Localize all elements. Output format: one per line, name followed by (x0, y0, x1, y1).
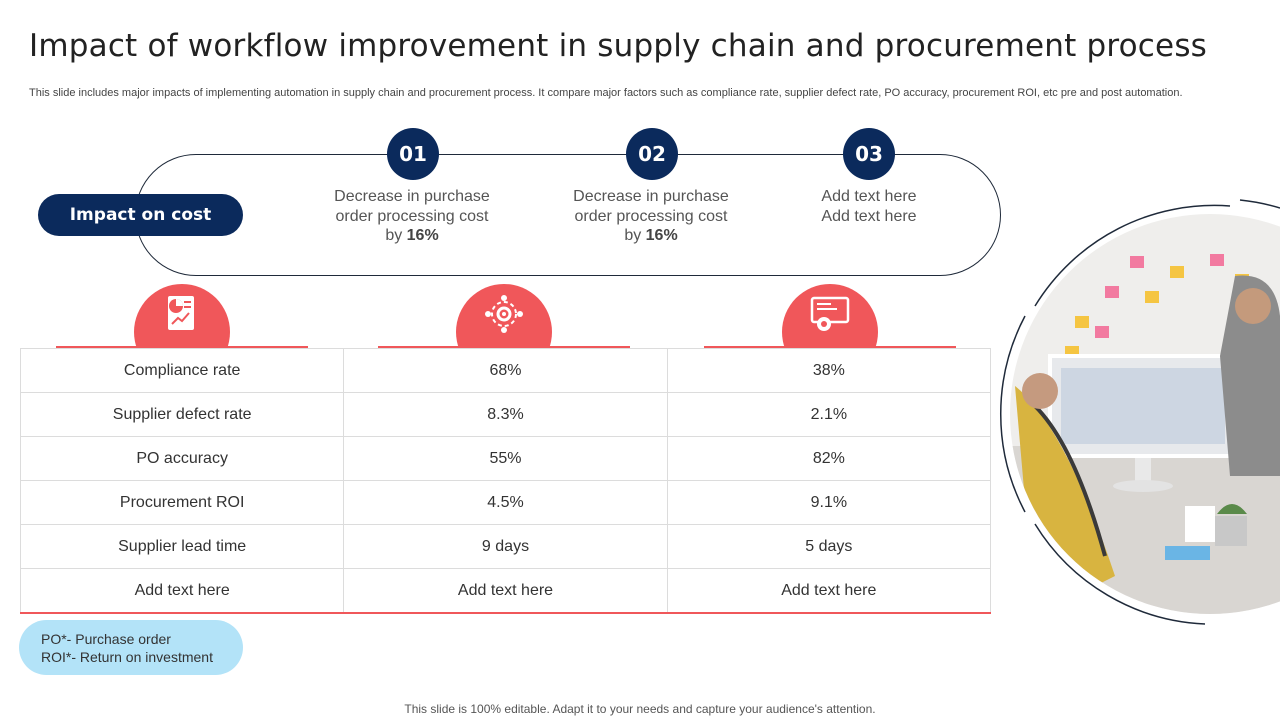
table-row: Add text here Add text here Add text here (19, 568, 992, 614)
metric-label-cell: Procurement ROI (19, 480, 345, 525)
metric-value-cell: 9.1% (666, 480, 992, 525)
step-02-prefix: by (624, 227, 646, 244)
table-row: Procurement ROI 4.5% 9.1% (19, 480, 992, 525)
gear-network-icon (456, 284, 552, 348)
step-01-text: Decrease in purchase order processing co… (317, 187, 507, 246)
column-2-accent (378, 346, 630, 349)
table-row: Supplier defect rate 8.3% 2.1% (19, 392, 992, 437)
metric-value-cell: Add text here (343, 568, 668, 614)
column-1-accent (56, 346, 308, 349)
step-01-prefix: by (385, 227, 407, 244)
metric-value-cell: 82% (666, 436, 992, 481)
step-02-line2: order processing cost (574, 207, 728, 225)
metric-label-cell: Add text here (19, 568, 345, 614)
step-01-line1: Decrease in purchase (334, 188, 490, 205)
metric-value-cell: 38% (666, 348, 992, 393)
legend-po: PO*- Purchase order (41, 631, 171, 647)
table-row: PO accuracy 55% 82% (19, 436, 992, 481)
step-02-value: 16% (645, 227, 678, 244)
step-02-text: Decrease in purchase order processing co… (556, 187, 746, 246)
step-03-text: Add text here Add text here (774, 187, 964, 226)
metric-value-cell: 5 days (666, 524, 992, 569)
metrics-table: Compliance rate 68% 38% Supplier defect rat… (19, 348, 992, 614)
metric-value-cell: 4.5% (343, 480, 668, 525)
metric-value-cell: 2.1% (666, 392, 992, 437)
metric-value-cell: 9 days (343, 524, 668, 569)
step-01-badge: 01 (387, 128, 439, 180)
step-02-line1: Decrease in purchase (573, 188, 729, 205)
page-title: Impact of workflow improvement in supply… (29, 28, 1208, 64)
table-row: Compliance rate 68% 38% (19, 348, 992, 393)
metric-label-cell: Supplier defect rate (19, 392, 345, 437)
step-03-line2: Add text here (821, 207, 917, 225)
impact-on-cost-label: Impact on cost (38, 194, 243, 236)
step-02-badge: 02 (626, 128, 678, 180)
legend-roi: ROI*- Return on investment (41, 649, 213, 665)
metric-value-cell: 55% (343, 436, 668, 481)
metric-label-cell: Compliance rate (19, 348, 345, 393)
step-01-line2: order processing cost (335, 207, 489, 225)
metric-value-cell: 8.3% (343, 392, 668, 437)
metric-label-cell: Supplier lead time (19, 524, 345, 569)
pie-chart-document-icon (134, 284, 230, 348)
step-01-value: 16% (406, 227, 439, 244)
metric-value-cell: 68% (343, 348, 668, 393)
step-03-badge: 03 (843, 128, 895, 180)
page-subtitle: This slide includes major impacts of imp… (29, 87, 1183, 99)
monitor-settings-icon (782, 284, 878, 348)
metric-label-cell: PO accuracy (19, 436, 345, 481)
team-meeting-photo (995, 196, 1280, 632)
abbreviation-legend: PO*- Purchase order ROI*- Return on inve… (19, 620, 243, 675)
footer-note: This slide is 100% editable. Adapt it to… (404, 702, 876, 716)
step-03-line1: Add text here (821, 188, 917, 205)
metric-value-cell: Add text here (666, 568, 992, 614)
column-3-accent (704, 346, 956, 349)
table-row: Supplier lead time 9 days 5 days (19, 524, 992, 569)
